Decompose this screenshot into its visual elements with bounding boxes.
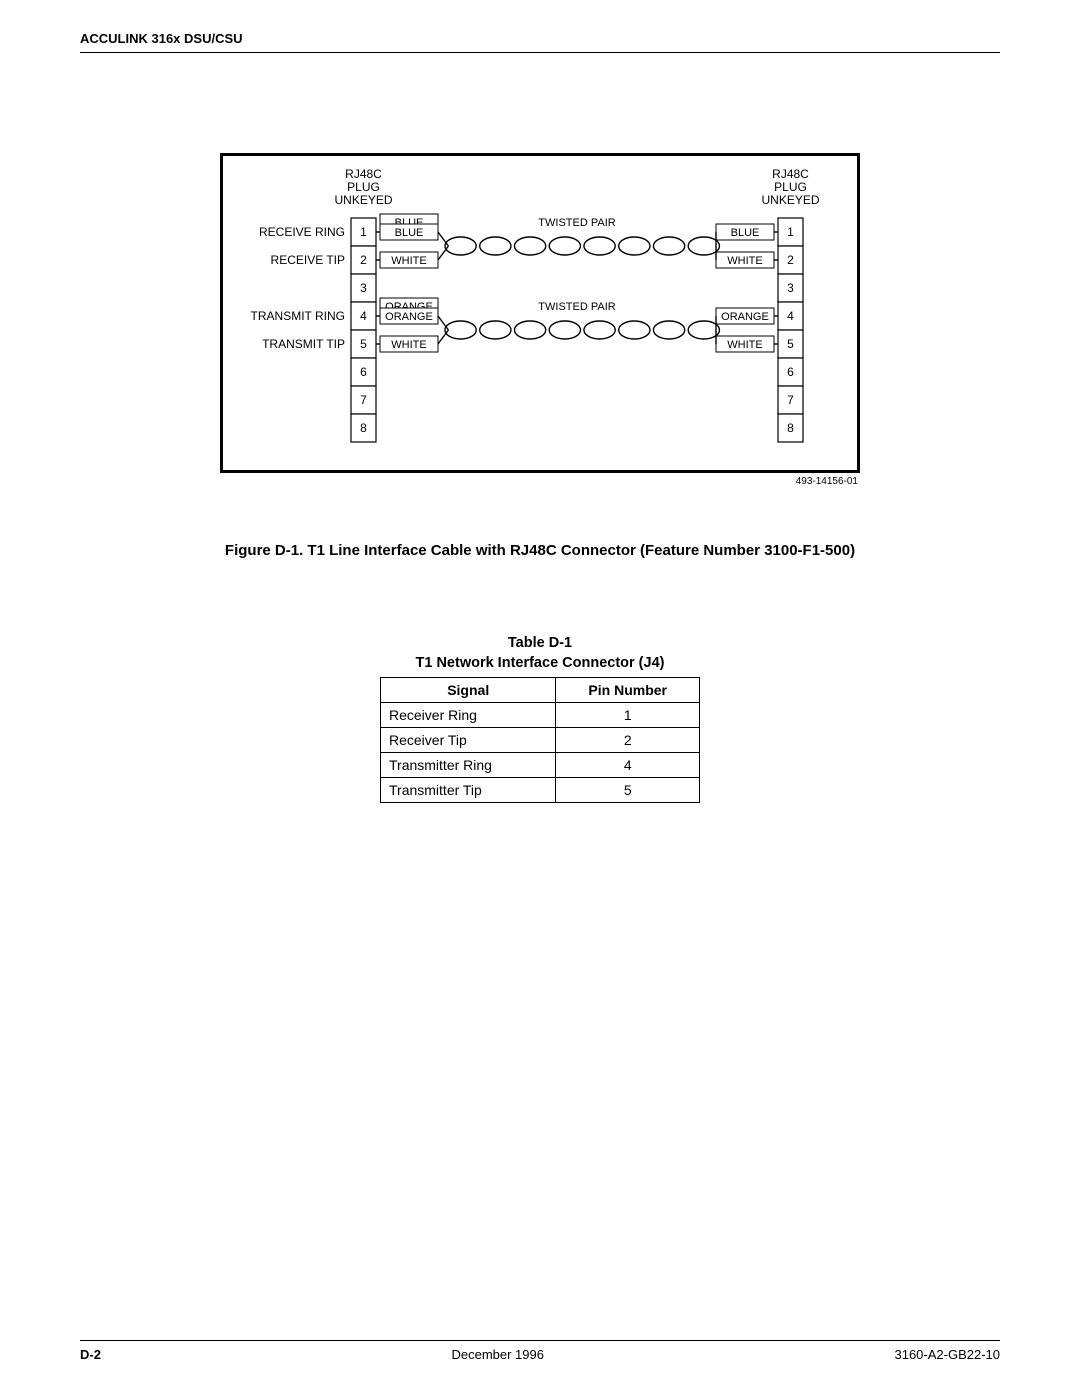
table-title: Table D-1 T1 Network Interface Connector… [380,634,700,673]
svg-text:WHITE: WHITE [391,339,426,351]
svg-text:8: 8 [360,421,367,435]
svg-text:3: 3 [360,281,367,295]
table-header: Pin Number [556,678,700,703]
svg-text:TWISTED PAIR: TWISTED PAIR [538,301,615,313]
svg-text:2: 2 [787,253,794,267]
table-row: Transmitter Ring4 [381,753,700,778]
svg-text:7: 7 [360,393,367,407]
svg-text:TWISTED PAIR: TWISTED PAIR [538,217,615,229]
svg-text:TRANSMIT RING: TRANSMIT RING [251,309,345,323]
svg-text:ORANGE: ORANGE [721,311,769,323]
svg-text:4: 4 [787,309,794,323]
svg-text:6: 6 [787,365,794,379]
table-row: Receiver Ring1 [381,703,700,728]
svg-text:1: 1 [787,225,794,239]
svg-text:WHITE: WHITE [391,255,426,267]
connector-table: SignalPin NumberReceiver Ring1Receiver T… [380,677,700,803]
svg-text:RECEIVE RING: RECEIVE RING [259,225,345,239]
page-footer: D-2 December 1996 3160-A2-GB22-10 [80,1340,1000,1362]
svg-text:1: 1 [360,225,367,239]
svg-text:WHITE: WHITE [727,339,762,351]
table-row: Receiver Tip2 [381,728,700,753]
header-title: ACCULINK 316x DSU/CSU [80,31,243,46]
svg-text:ORANGE: ORANGE [385,311,433,323]
svg-text:7: 7 [787,393,794,407]
figure-d1: RJ48CPLUGUNKEYED RJ48CPLUGUNKEYED 1 2 3 4 5 6 7 8… [220,153,860,487]
table-header: Signal [381,678,556,703]
svg-text:8: 8 [787,421,794,435]
svg-text:BLUE: BLUE [395,227,424,239]
svg-text:RJ48CPLUGUNKEYED: RJ48CPLUGUNKEYED [761,167,819,207]
page-header: ACCULINK 316x DSU/CSU [80,30,1000,53]
footer-docnum: 3160-A2-GB22-10 [894,1347,1000,1362]
svg-text:2: 2 [360,253,367,267]
svg-text:3: 3 [787,281,794,295]
svg-text:RJ48CPLUGUNKEYED: RJ48CPLUGUNKEYED [334,167,392,207]
figure-caption: Figure D-1. T1 Line Interface Cable with… [80,542,1000,559]
svg-text:4: 4 [360,309,367,323]
svg-text:RECEIVE TIP: RECEIVE TIP [271,253,345,267]
svg-text:5: 5 [360,337,367,351]
svg-text:6: 6 [360,365,367,379]
drawing-id: 493-14156-01 [220,476,860,487]
svg-text:BLUE: BLUE [731,227,760,239]
wiring-diagram: RJ48CPLUGUNKEYED RJ48CPLUGUNKEYED 1 2 3 4 5 6 7 8… [223,156,857,470]
diagram-frame: RJ48CPLUGUNKEYED RJ48CPLUGUNKEYED 1 2 3 4 5 6 7 8… [220,153,860,473]
svg-text:TRANSMIT TIP: TRANSMIT TIP [262,337,345,351]
footer-date: December 1996 [451,1347,544,1362]
svg-text:5: 5 [787,337,794,351]
table-d1: Table D-1 T1 Network Interface Connector… [380,634,700,803]
table-row: Transmitter Tip5 [381,778,700,803]
svg-text:WHITE: WHITE [727,255,762,267]
page-number: D-2 [80,1347,101,1362]
